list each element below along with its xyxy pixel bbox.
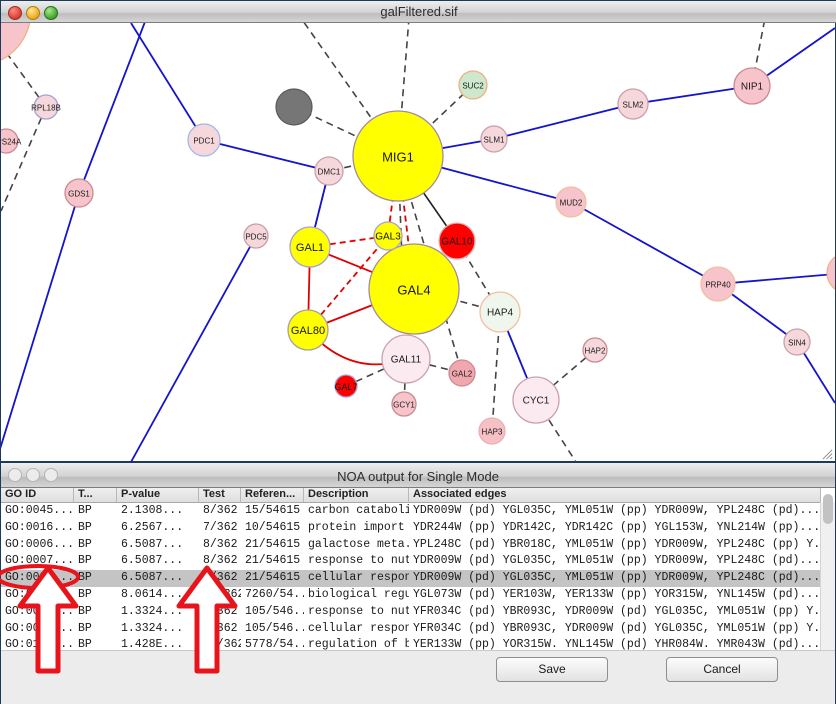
svg-text:MUD2: MUD2 xyxy=(560,199,583,208)
svg-text:GAL4: GAL4 xyxy=(397,283,430,298)
svg-text:DMC1: DMC1 xyxy=(318,168,341,177)
svg-text:HAP3: HAP3 xyxy=(482,428,503,437)
svg-text:GAL1: GAL1 xyxy=(296,242,324,254)
svg-text:PDC1: PDC1 xyxy=(193,137,215,146)
svg-text:GAL7: GAL7 xyxy=(334,382,357,392)
svg-text:SUC2: SUC2 xyxy=(462,82,484,91)
svg-text:GCY1: GCY1 xyxy=(393,401,415,410)
svg-text:RPL18B: RPL18B xyxy=(31,104,61,113)
svg-text:CYC1: CYC1 xyxy=(523,396,550,407)
svg-text:GAL80: GAL80 xyxy=(291,325,325,337)
svg-text:GAL10: GAL10 xyxy=(441,237,473,248)
svg-text:HAP4: HAP4 xyxy=(487,308,514,319)
svg-text:GAL2: GAL2 xyxy=(452,370,473,379)
svg-text:SLM2: SLM2 xyxy=(623,101,644,110)
svg-text:SIN4: SIN4 xyxy=(788,339,806,348)
svg-text:GDS1: GDS1 xyxy=(68,190,90,199)
svg-text:NIP1: NIP1 xyxy=(741,82,764,93)
svg-text:MIG1: MIG1 xyxy=(382,150,414,165)
svg-text:SLM1: SLM1 xyxy=(484,136,505,145)
svg-text:RPS24A: RPS24A xyxy=(1,138,22,147)
svg-text:PRP40: PRP40 xyxy=(705,281,731,290)
svg-text:GAL3: GAL3 xyxy=(375,232,401,243)
svg-text:GAL11: GAL11 xyxy=(391,355,422,366)
svg-text:HAP2: HAP2 xyxy=(585,347,606,356)
svg-text:PDC5: PDC5 xyxy=(245,233,267,242)
